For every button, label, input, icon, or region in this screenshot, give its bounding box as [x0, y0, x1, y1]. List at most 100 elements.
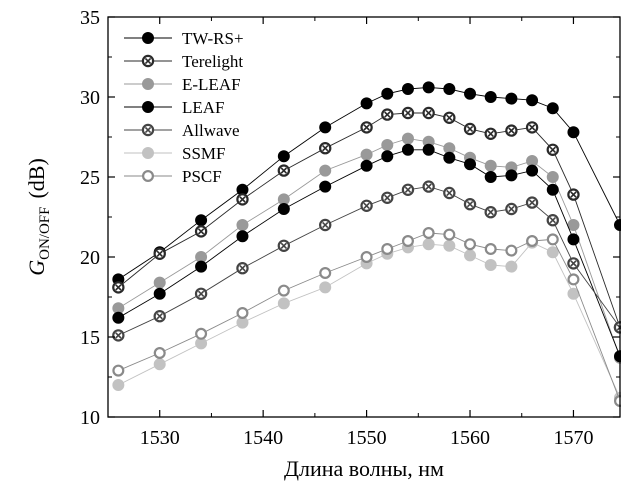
x-tick-label: 1530: [140, 427, 180, 449]
data-point: [153, 287, 166, 300]
data-point: [401, 132, 414, 145]
data-point: [319, 180, 332, 193]
data-point: [195, 260, 208, 273]
data-point: [319, 121, 332, 134]
data-point: [153, 247, 166, 260]
data-point: [319, 218, 332, 232]
data-point: [236, 193, 249, 206]
data-point: [360, 159, 373, 172]
data-point: [546, 102, 559, 115]
data-point: [443, 239, 456, 252]
data-point: [401, 183, 415, 196]
data-point: [360, 121, 373, 134]
data-point: [360, 97, 373, 110]
data-point: [381, 87, 394, 100]
data-point: [381, 108, 394, 121]
data-point: [464, 238, 477, 251]
data-point: [484, 205, 497, 219]
data-point: [505, 124, 518, 137]
legend-item: Allwave: [124, 121, 240, 140]
legend-item: PSCF: [124, 167, 222, 186]
data-point: [112, 364, 125, 377]
series-terelight: [112, 106, 621, 334]
data-point: [319, 141, 332, 155]
legend-label: Terelight: [182, 52, 243, 71]
data-point: [443, 228, 456, 241]
data-point: [277, 284, 290, 297]
data-point: [319, 164, 332, 177]
legend-item: E-LEAF: [124, 75, 241, 94]
data-point: [153, 358, 166, 371]
data-point: [505, 202, 518, 216]
data-point: [443, 83, 456, 95]
data-point: [505, 260, 518, 273]
legend-label: LEAF: [182, 98, 225, 117]
legend-label: E-LEAF: [182, 75, 241, 94]
data-point: [464, 87, 477, 100]
data-point: [546, 233, 559, 246]
data-point: [526, 164, 539, 177]
data-point: [236, 262, 249, 275]
legend-marker: [142, 32, 154, 44]
data-point: [401, 106, 415, 120]
series-pscf: [112, 227, 621, 407]
data-point: [153, 310, 166, 323]
data-point: [546, 246, 559, 259]
data-point: [463, 197, 477, 211]
data-point: [567, 219, 580, 231]
data-point: [422, 81, 435, 94]
data-point: [195, 214, 208, 227]
data-point: [319, 281, 332, 294]
x-tick-label: 1570: [553, 427, 593, 449]
legend-label: Allwave: [182, 121, 240, 140]
data-point: [546, 171, 559, 183]
axes-layer: 1530 1540 1550 1560 1570 10 15 20 25 30 35: [80, 7, 620, 449]
data-point: [443, 186, 456, 200]
data-point: [277, 150, 290, 163]
data-point: [567, 233, 580, 246]
series-leaf: [112, 143, 621, 363]
data-point: [360, 251, 373, 264]
data-point: [422, 106, 435, 120]
data-point: [401, 143, 414, 156]
data-point: [153, 347, 166, 360]
data-point: [484, 127, 497, 140]
data-point: [525, 121, 539, 134]
series-allwave: [112, 180, 621, 342]
data-point: [422, 227, 435, 240]
data-point: [381, 139, 394, 151]
data-point: [360, 148, 373, 161]
data-point: [112, 329, 125, 342]
data-point: [505, 169, 518, 182]
y-axis-label: GON/OFF (dB): [24, 158, 53, 276]
legend-marker: [142, 101, 154, 113]
data-point: [546, 183, 559, 196]
data-point: [401, 235, 414, 248]
data-point: [360, 199, 373, 212]
legend-item: SSMF: [124, 144, 225, 163]
legend-label: TW-RS+: [182, 29, 244, 48]
x-tick-label: 1540: [243, 427, 283, 449]
legend-marker: [142, 147, 154, 159]
data-point: [567, 126, 580, 139]
data-point: [505, 92, 518, 105]
data-point: [236, 230, 249, 243]
x-tick-label: 1550: [347, 427, 387, 449]
data-point: [463, 122, 477, 136]
legend-item: LEAF: [124, 98, 225, 117]
x-axis-label: Длина волны, нм: [284, 456, 444, 481]
data-point: [546, 213, 559, 227]
y-tick-label: 25: [80, 167, 100, 189]
legend-item: TW-RS+: [124, 29, 244, 48]
data-point: [236, 219, 249, 231]
y-axis-label-sub: ON/OFF: [37, 207, 53, 260]
data-point: [319, 267, 332, 280]
data-point: [567, 273, 580, 286]
legend-label: PSCF: [182, 167, 222, 186]
data-point: [526, 235, 539, 248]
data-point: [112, 281, 125, 294]
data-point: [484, 159, 497, 172]
data-point: [277, 297, 290, 310]
data-point: [443, 151, 456, 164]
y-axis-label-unit: (dB): [24, 158, 49, 198]
